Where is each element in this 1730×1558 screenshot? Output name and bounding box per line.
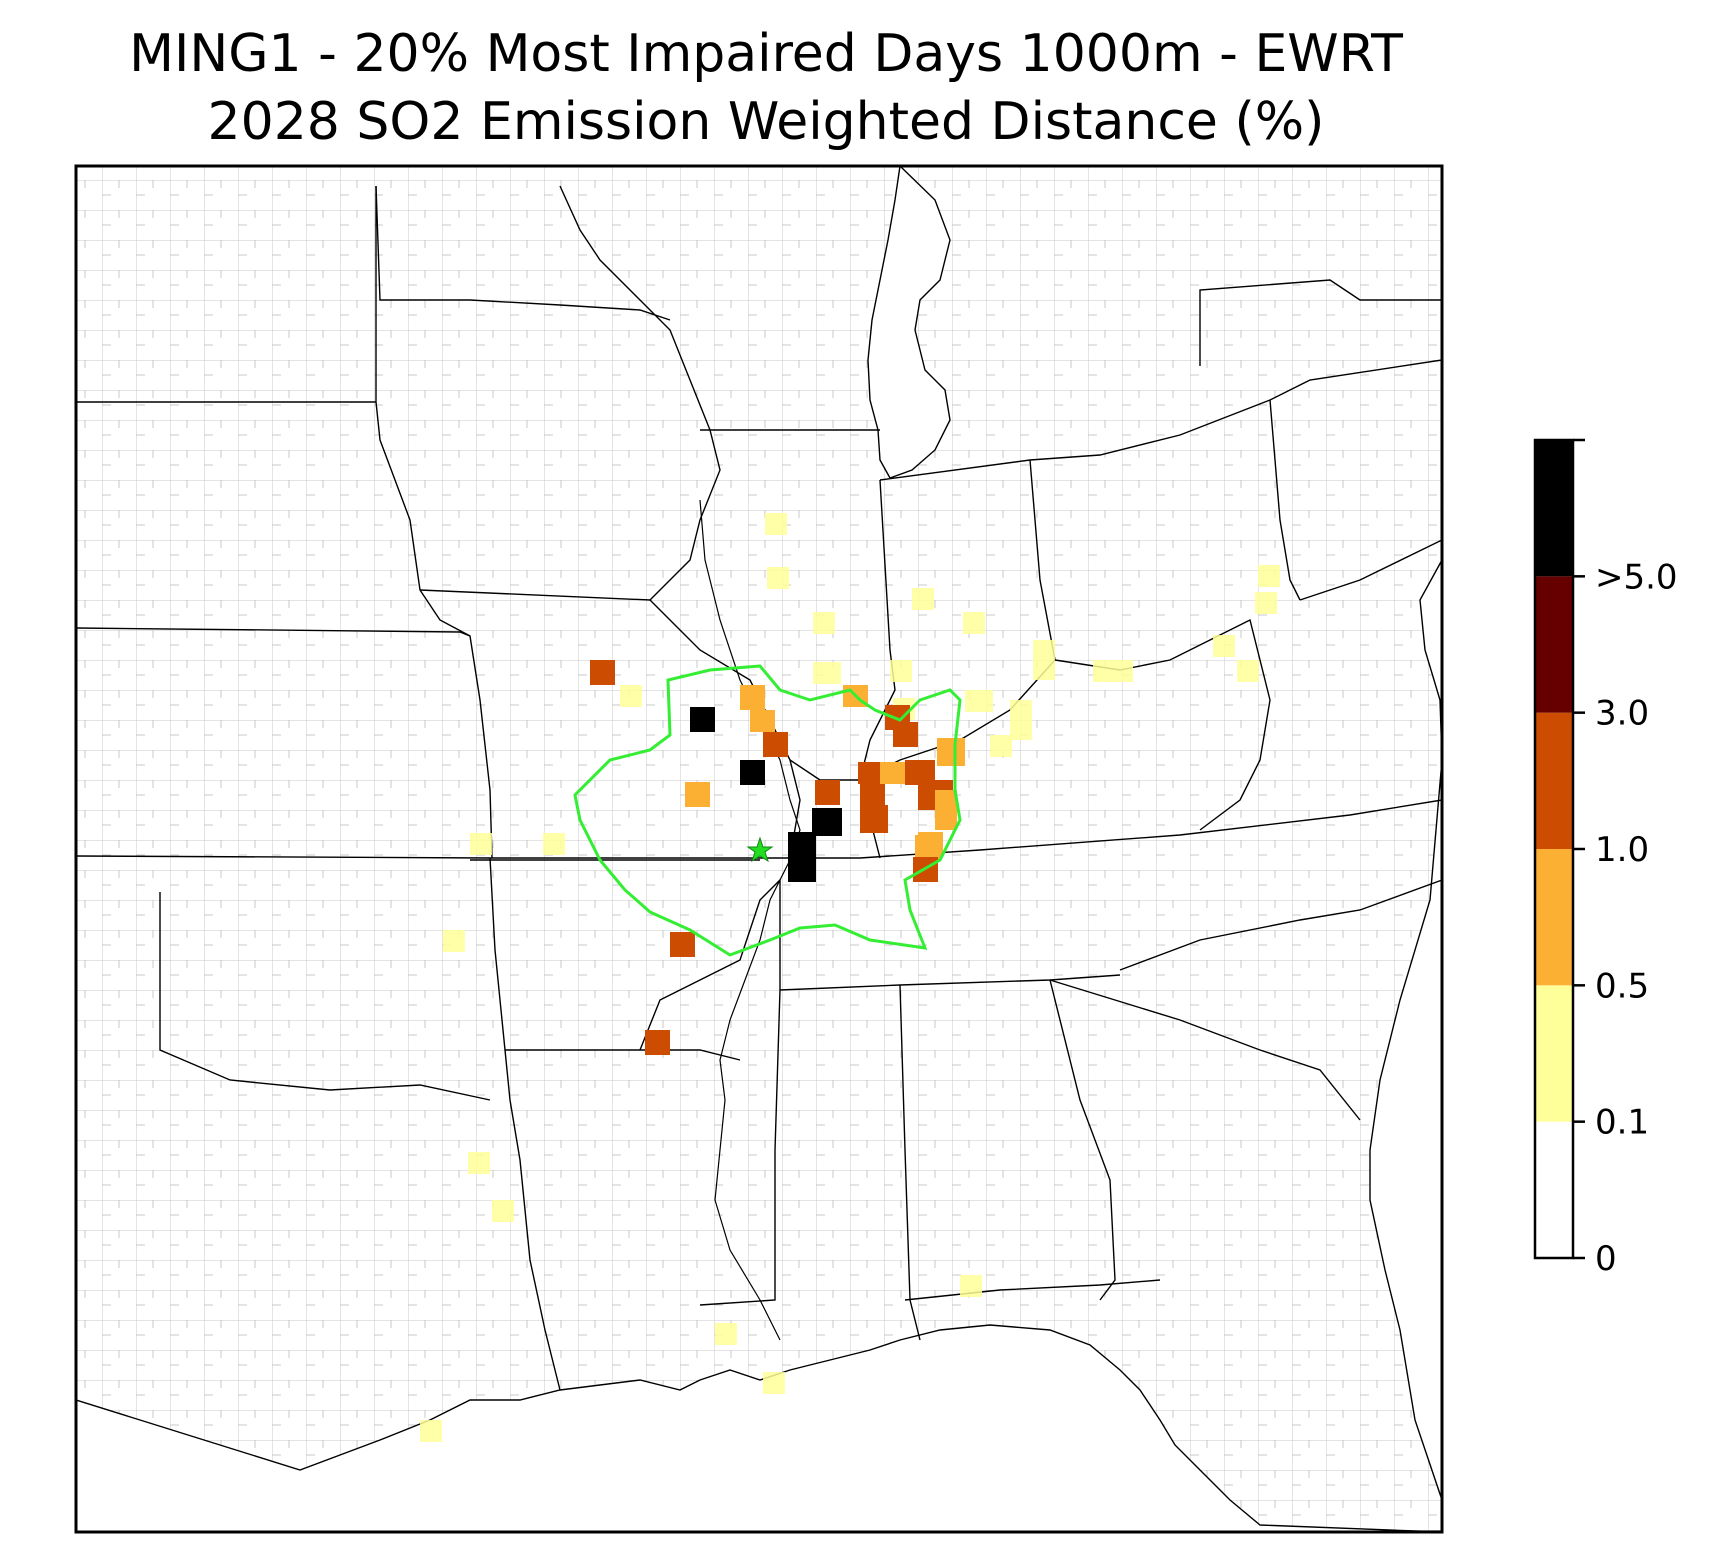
emission-cell [492, 1200, 514, 1222]
colorbar: 0 0.1 0.5 1.0 3.0 >5.0 [1533, 438, 1678, 1279]
emission-cell [1010, 700, 1032, 740]
emission-cell [543, 833, 565, 855]
colorbar-bin [1535, 712, 1573, 849]
emission-cell [813, 612, 835, 634]
emission-cell [740, 760, 765, 785]
emission-cell [443, 930, 465, 952]
emission-cell [963, 612, 985, 634]
colorbar-bin [1535, 1121, 1573, 1258]
emission-cell [1093, 660, 1133, 682]
receptor-star-icon [746, 836, 774, 863]
colorbar-tick-label: 3.0 [1595, 694, 1649, 734]
emission-cell [715, 1323, 737, 1345]
colorbar-bin [1535, 849, 1573, 986]
emission-cell [960, 1275, 982, 1297]
emission-cell [1237, 660, 1259, 682]
emission-cell [860, 805, 888, 833]
map-title-line-2: 2028 SO2 Emission Weighted Distance (%) [207, 92, 1325, 152]
emission-cell [1258, 565, 1280, 587]
emission-cells [420, 513, 1280, 1442]
emission-cell [740, 685, 765, 710]
emission-cell [590, 660, 615, 685]
colorbar-bin [1535, 440, 1573, 577]
colorbar-bin [1535, 985, 1573, 1122]
emission-cell [893, 722, 918, 747]
emission-cell [812, 808, 842, 836]
emission-cell [912, 588, 934, 610]
emission-cell [685, 782, 710, 807]
emission-cell [858, 762, 883, 784]
emission-cell [1033, 640, 1055, 680]
emission-cell [468, 1152, 490, 1174]
emission-cell [880, 762, 910, 784]
emission-cell [767, 567, 789, 589]
emission-cell [1255, 592, 1277, 614]
map-area [76, 166, 1442, 1532]
emission-cell [813, 662, 841, 684]
emission-cell [750, 710, 775, 732]
contour-line [573, 664, 962, 957]
emission-cell [935, 790, 957, 830]
colorbar-tick-label: 0.5 [1595, 966, 1649, 1006]
emission-cell [420, 1420, 442, 1442]
emission-cell [765, 513, 787, 535]
emission-cell [860, 782, 885, 807]
colorbar-tick-label: 0.1 [1595, 1103, 1649, 1143]
emission-cell [788, 832, 816, 882]
lake-michigan [867, 166, 951, 479]
colorbar-bin [1535, 576, 1573, 713]
map-frame [74, 164, 1444, 1534]
emission-cell [620, 685, 642, 707]
emission-cell [1213, 635, 1235, 657]
emission-cell [470, 833, 492, 855]
emission-cell [763, 1372, 785, 1394]
emission-cell [990, 735, 1012, 757]
emission-cell [890, 660, 912, 682]
map-title-line-1: MING1 - 20% Most Impaired Days 1000m - E… [129, 24, 1403, 84]
emission-cell [815, 780, 840, 805]
colorbar-tick-label: >5.0 [1595, 557, 1678, 597]
colorbar-tick-label: 1.0 [1595, 830, 1649, 870]
gulf-of-mexico [76, 1324, 1442, 1532]
emission-cell [965, 690, 993, 712]
emission-cell [670, 932, 695, 957]
emission-cell [690, 707, 715, 732]
emission-cell [915, 835, 940, 860]
atlantic-ocean [1369, 559, 1442, 1501]
emission-cell [645, 1030, 670, 1055]
emission-cell [937, 738, 965, 766]
colorbar-tick-label: 0 [1595, 1239, 1617, 1279]
emission-cell [763, 732, 788, 757]
